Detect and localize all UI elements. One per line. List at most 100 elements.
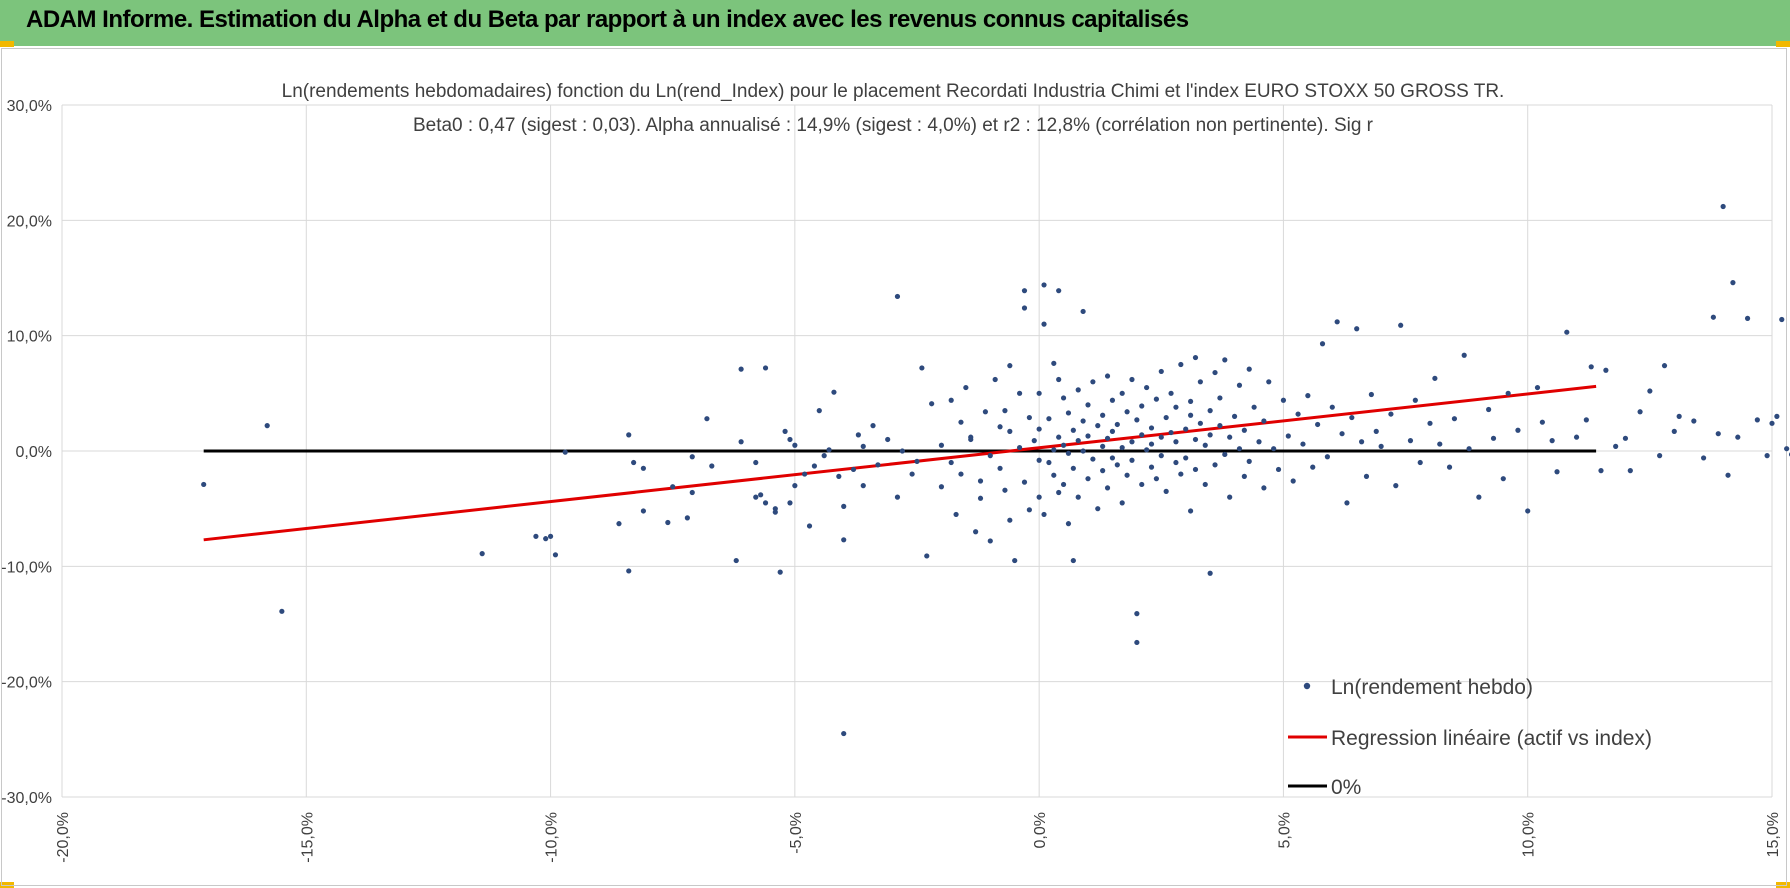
scatter-point <box>1036 494 1042 500</box>
scatter-point <box>1114 462 1120 468</box>
scatter-point <box>1446 464 1453 470</box>
scatter-point <box>1085 433 1091 439</box>
scatter-point <box>1715 431 1721 437</box>
scatter-point <box>1324 454 1330 460</box>
scatter-point <box>1202 481 1208 488</box>
scatter-point <box>1188 508 1194 514</box>
scatter-point <box>806 523 813 529</box>
scatter-point <box>1109 397 1116 403</box>
scatter-point <box>1222 451 1228 458</box>
scatter-point <box>1525 508 1531 514</box>
scatter-point <box>753 494 759 500</box>
x-tick-label: -5,0% <box>788 812 805 854</box>
scatter-point <box>1192 354 1199 361</box>
scatter-point <box>1725 472 1731 478</box>
scatter-point <box>709 463 715 469</box>
scatter-point <box>665 519 671 526</box>
scatter-point <box>982 409 989 415</box>
scatter-point <box>1261 485 1267 491</box>
scatter-point <box>1657 453 1663 459</box>
scatter-point <box>816 408 822 414</box>
scatter-point <box>1060 481 1067 488</box>
scatter-point <box>802 471 808 477</box>
legend-marker-scatter <box>1303 682 1311 690</box>
scatter-point <box>1041 282 1047 288</box>
scatter-point <box>1637 409 1643 415</box>
scatter-point <box>1046 459 1052 466</box>
scatter-point <box>909 471 915 477</box>
scatter-point <box>841 537 847 543</box>
scatter-point <box>948 397 954 403</box>
scatter-point <box>1412 397 1418 403</box>
scatter-point <box>1354 326 1360 332</box>
scatter-point <box>758 492 764 498</box>
scatter-point <box>1432 375 1438 381</box>
scatter-point <box>547 533 554 539</box>
scatter-point <box>1280 397 1287 403</box>
scatter-point <box>1017 390 1023 396</box>
scatter-point <box>924 553 930 559</box>
scatter-point <box>552 552 559 558</box>
scatter-point <box>1134 611 1140 617</box>
scatter-point <box>1075 387 1081 393</box>
scatter-point <box>1310 464 1316 470</box>
x-tick-label: -10,0% <box>544 812 561 863</box>
scatter-point <box>953 511 959 518</box>
y-tick-label: 30,0% <box>7 98 52 115</box>
scatter-point <box>1197 379 1203 385</box>
scatter-point <box>787 436 793 443</box>
scatter-point <box>1613 443 1619 449</box>
scatter-point <box>973 529 979 535</box>
scatter-point <box>1002 487 1008 493</box>
scatter-point <box>1647 388 1653 394</box>
scatter-point <box>1427 420 1433 426</box>
scatter-point <box>855 432 861 438</box>
scatter-point <box>1153 476 1159 482</box>
scatter-point <box>1500 476 1506 482</box>
scatter-point <box>279 608 285 614</box>
scatter-point <box>811 463 818 469</box>
scatter-point <box>1017 444 1023 451</box>
scatter-point <box>1134 417 1140 423</box>
scatter-point <box>1251 404 1257 410</box>
scatter-point <box>1056 376 1062 383</box>
scatter-point <box>1437 441 1443 447</box>
scatter-point <box>1603 367 1609 373</box>
scatter-point <box>1104 485 1111 491</box>
scatter-point <box>1192 466 1199 473</box>
scatter-point <box>1056 288 1062 294</box>
legend-label-regression: Regression linéaire (actif vs index) <box>1331 727 1652 750</box>
scatter-point <box>1769 420 1775 426</box>
scatter-point <box>958 471 964 477</box>
scatter-point <box>1368 391 1374 398</box>
scatter-point <box>1173 439 1179 445</box>
scatter-point <box>1056 434 1062 440</box>
scatter-point <box>1246 366 1252 372</box>
scatter-point <box>1129 376 1135 383</box>
scatter-point <box>987 538 993 544</box>
scatter-point <box>987 453 993 459</box>
scatter-point <box>777 569 783 575</box>
scatter-point <box>1158 434 1164 440</box>
scatter-point <box>1012 557 1018 564</box>
scatter-point <box>841 503 847 509</box>
scatter-point <box>1217 395 1223 401</box>
scatter-point <box>1139 403 1145 409</box>
scatter-point <box>1393 483 1399 489</box>
scatter-point <box>1007 517 1013 523</box>
scatter-point <box>1701 455 1707 461</box>
scatter-point <box>1051 447 1057 453</box>
scatter-point <box>977 478 984 484</box>
scatter-point <box>1163 414 1169 421</box>
scatter-point <box>860 443 866 449</box>
scatter-point <box>850 466 857 473</box>
scatter-point <box>929 401 935 407</box>
scatter-point <box>1163 488 1169 494</box>
scatter-point <box>1212 462 1218 468</box>
scatter-point <box>914 458 920 464</box>
scatter-point <box>1109 455 1116 461</box>
legend: Ln(rendement hebdo) Regression linéaire … <box>1288 676 1652 799</box>
scatter-point <box>1407 438 1414 444</box>
scatter-point <box>1349 414 1355 421</box>
scatter-point <box>1036 390 1042 396</box>
